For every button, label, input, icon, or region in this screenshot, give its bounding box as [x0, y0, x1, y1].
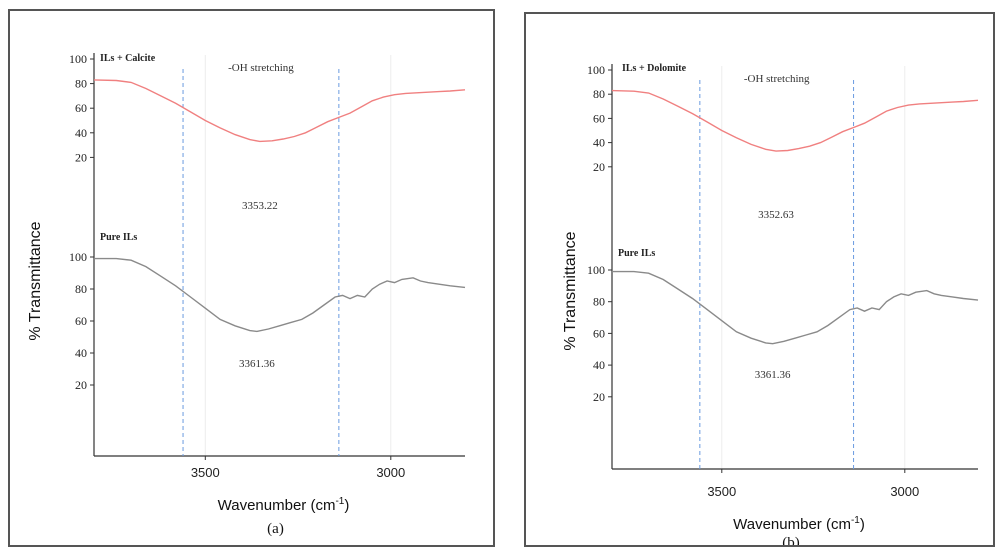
y-tick-label-lower: 60	[75, 314, 87, 328]
series-name-label: Pure ILs	[100, 232, 137, 243]
series-name-label: ILs + Dolomite	[622, 63, 687, 74]
y-tick-label-lower: 80	[593, 295, 605, 309]
y-tick-label-upper: 100	[587, 63, 605, 77]
y-tick-label-lower: 80	[75, 282, 87, 296]
x-tick-label: 3500	[707, 484, 736, 499]
chart-panel-b: 100 80 60 40 20 100 80 60 40 20 3500 3000 -OH stretc…	[524, 12, 995, 547]
x-axis-label-close: )	[344, 497, 349, 514]
y-tick-label-upper: 80	[593, 87, 605, 101]
peak-label: 3361.36	[239, 358, 275, 370]
y-tick-label-upper: 40	[593, 136, 605, 150]
series-line-pure-ils	[612, 270, 979, 345]
y-tick-label-upper: 20	[75, 150, 87, 164]
y-tick-label-upper: 100	[69, 52, 87, 66]
y-tick-label-lower: 100	[69, 250, 87, 264]
x-tick-label: 3500	[191, 465, 220, 480]
region-label: -OH stretching	[744, 73, 810, 85]
y-tick-label-lower: 40	[75, 346, 87, 360]
y-tick-label-upper: 20	[593, 160, 605, 174]
x-axis-label: Wavenumber (cm-1)	[733, 515, 865, 533]
chart-panel-a: 100 80 60 40 20 100 80 60 40 20 3500 3000 -OH stretc…	[8, 9, 495, 547]
y-tick-label-lower: 20	[75, 378, 87, 392]
panel-label: (a)	[267, 521, 284, 537]
y-tick-label-upper: 80	[75, 77, 87, 91]
x-axis-label-main: Wavenumber (cm	[733, 516, 851, 533]
series-name-label: ILs + Calcite	[100, 53, 156, 64]
series-line-composite	[93, 79, 466, 143]
chart-b-svg: 100 80 60 40 20 100 80 60 40 20 3500 3000 -OH stretc…	[562, 63, 979, 545]
y-tick-label-lower: 100	[587, 263, 605, 277]
x-axis-label-sup: -1	[851, 515, 860, 526]
x-axis-label-sup: -1	[335, 496, 344, 507]
peak-label: 3361.36	[755, 369, 791, 381]
series-line-composite	[611, 89, 979, 152]
y-axis-label: % Transmittance	[562, 231, 579, 350]
y-tick-label-upper: 60	[75, 101, 87, 115]
x-axis-label-main: Wavenumber (cm	[218, 497, 336, 514]
x-axis-label-close: )	[860, 516, 865, 533]
x-tick-label: 3000	[890, 484, 919, 499]
x-axis-label: Wavenumber (cm-1)	[218, 496, 350, 514]
y-tick-label-lower: 20	[593, 390, 605, 404]
peak-label: 3352.63	[758, 209, 794, 221]
y-tick-label-upper: 60	[593, 111, 605, 125]
series-line-pure-ils	[94, 257, 466, 333]
region-label: -OH stretching	[228, 62, 294, 74]
peak-label: 3353.22	[242, 200, 278, 212]
y-axis-label: % Transmittance	[27, 221, 44, 340]
series-name-label: Pure ILs	[618, 248, 655, 259]
panel-label: (b)	[782, 535, 800, 545]
x-tick-label: 3000	[376, 465, 405, 480]
y-tick-label-lower: 40	[593, 358, 605, 372]
y-tick-label-lower: 60	[593, 326, 605, 340]
chart-a-svg: 100 80 60 40 20 100 80 60 40 20 3500 3000 -OH stretc…	[27, 52, 466, 537]
y-tick-label-upper: 40	[75, 126, 87, 140]
